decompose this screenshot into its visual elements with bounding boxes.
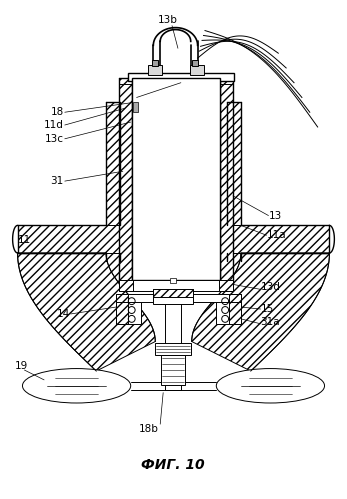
Bar <box>116 302 141 324</box>
Bar <box>153 289 193 304</box>
Bar <box>192 60 197 66</box>
Bar <box>219 279 233 291</box>
Text: 13b: 13b <box>158 15 178 25</box>
Bar <box>132 78 220 279</box>
Bar <box>188 294 241 302</box>
Text: 11: 11 <box>18 235 31 245</box>
Bar <box>229 294 241 319</box>
Bar <box>155 343 191 355</box>
Text: 13c: 13c <box>45 134 64 144</box>
Bar <box>18 226 120 253</box>
Bar <box>128 73 234 81</box>
Polygon shape <box>192 253 329 371</box>
Text: 18: 18 <box>51 107 64 117</box>
Bar <box>170 277 176 283</box>
Text: 31a: 31a <box>261 317 280 327</box>
Bar <box>161 355 185 385</box>
Bar <box>116 294 128 319</box>
Bar <box>152 60 158 66</box>
Bar <box>106 253 120 284</box>
Text: 18b: 18b <box>138 424 158 434</box>
Text: 15: 15 <box>261 304 274 314</box>
Text: 11a: 11a <box>266 230 286 240</box>
Bar <box>229 302 241 324</box>
Bar <box>133 102 137 112</box>
Ellipse shape <box>216 369 324 403</box>
Bar <box>116 302 128 324</box>
Ellipse shape <box>23 369 131 403</box>
Text: ФИГ. 10: ФИГ. 10 <box>141 458 205 472</box>
Bar <box>119 78 133 284</box>
Text: 31: 31 <box>51 176 64 186</box>
Text: 14: 14 <box>57 309 70 319</box>
Text: 13d: 13d <box>261 282 280 292</box>
Text: 11d: 11d <box>44 120 64 130</box>
Bar <box>216 302 241 324</box>
Bar <box>116 294 155 302</box>
Bar <box>119 78 233 84</box>
Text: 13: 13 <box>269 211 282 221</box>
Bar <box>119 279 233 291</box>
Bar <box>149 65 162 75</box>
Bar <box>227 226 329 253</box>
Bar <box>214 84 219 284</box>
Polygon shape <box>18 253 155 371</box>
Bar <box>219 78 233 284</box>
Bar <box>153 289 193 297</box>
Text: 19: 19 <box>15 361 28 371</box>
Bar <box>227 102 241 226</box>
Bar <box>227 253 241 284</box>
Bar <box>106 102 120 226</box>
Bar <box>119 279 133 291</box>
Bar <box>190 65 203 75</box>
Bar <box>133 84 137 284</box>
